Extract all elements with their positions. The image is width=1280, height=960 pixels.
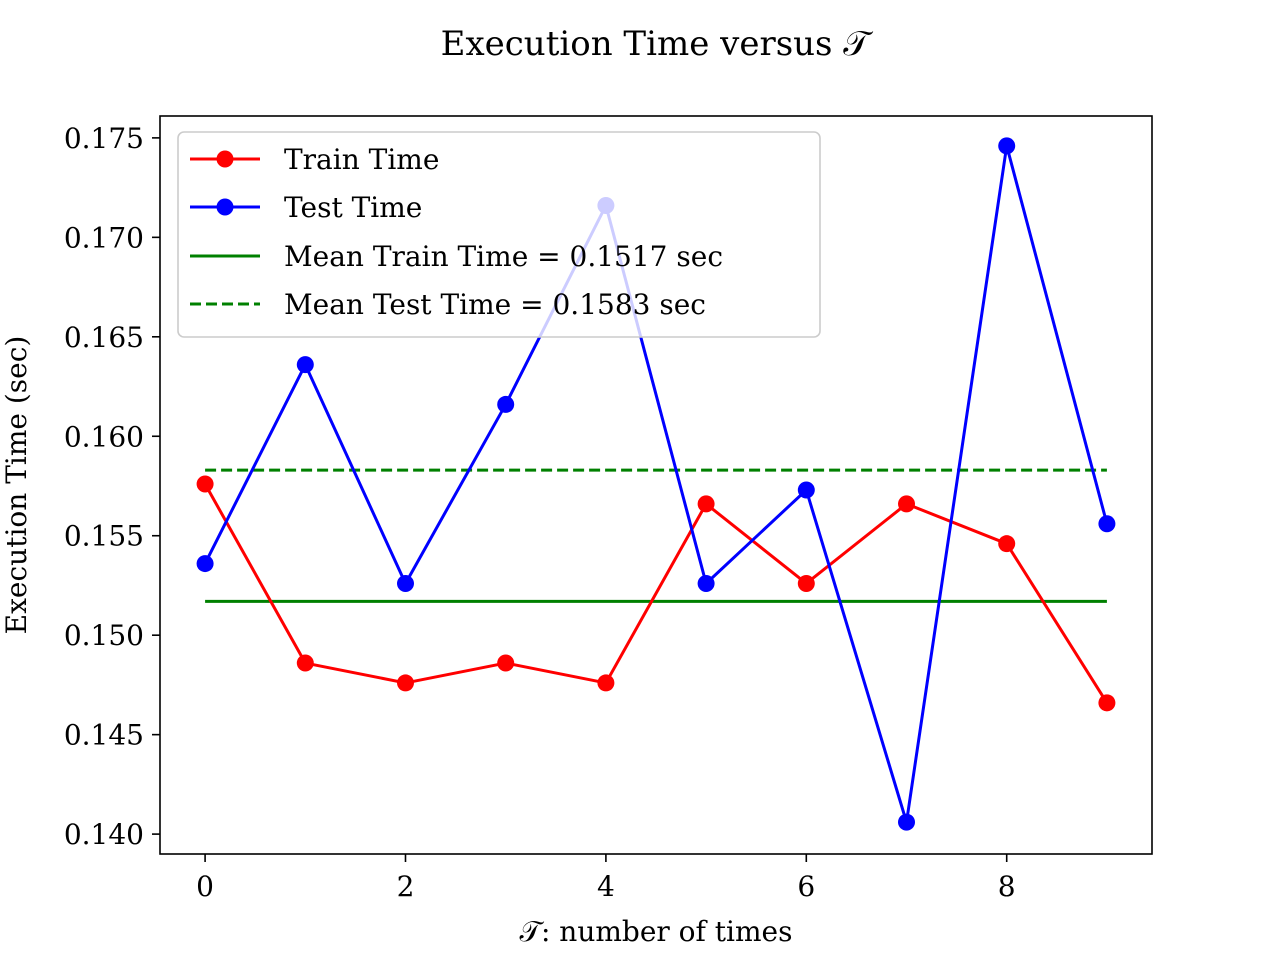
x-tick-label-6: 6: [797, 870, 815, 903]
test-time-point-1: [296, 356, 314, 374]
test-time-point-2: [396, 574, 414, 592]
chart-title: Execution Time versus 𝒯: [441, 24, 874, 64]
plot-lines: [196, 137, 1116, 831]
legend-marker-test-time: [216, 198, 234, 216]
train-time-point-3: [497, 654, 515, 672]
test-time-point-9: [1098, 515, 1116, 533]
train-time-point-4: [597, 674, 615, 692]
train-time-point-8: [998, 535, 1016, 553]
y-axis-ticks: 0.140 0.145 0.150 0.155 0.160 0.165 0.170 0.175: [64, 122, 160, 851]
plot-frame: [159, 115, 1153, 855]
y-axis-label: Execution Time (sec): [0, 336, 33, 635]
x-tick-label-0: 0: [196, 870, 214, 903]
legend-marker-train-time: [216, 150, 234, 168]
train-time-point-1: [296, 654, 314, 672]
y-tick-label-0.170: 0.170: [64, 221, 144, 254]
train-time-point-0: [196, 475, 214, 493]
test-time-point-0: [196, 555, 214, 573]
legend-label-mean-train-time: Mean Train Time = 0.1517 sec: [284, 240, 723, 273]
train-time-point-7: [898, 495, 916, 513]
y-tick-label-0.155: 0.155: [64, 520, 144, 553]
legend-label-train-time: Train Time: [284, 143, 439, 176]
y-tick-label-0.140: 0.140: [64, 818, 144, 851]
y-tick-label-0.175: 0.175: [64, 122, 144, 155]
x-tick-label-8: 8: [998, 870, 1016, 903]
legend-frame: [177, 131, 821, 338]
test-time-point-5: [697, 574, 715, 592]
train-time-point-2: [396, 674, 414, 692]
y-tick-label-0.145: 0.145: [64, 719, 144, 752]
y-tick-label-0.165: 0.165: [64, 321, 144, 354]
test-time-line: [203, 144, 1109, 824]
x-axis-ticks: 0 2 4 6 8: [196, 854, 1016, 903]
legend-label-test-time: Test Time: [284, 191, 422, 224]
train-time-point-5: [697, 495, 715, 513]
legend-label-mean-test-time: Mean Test Time = 0.1583 sec: [284, 288, 706, 321]
x-tick-label-2: 2: [397, 870, 415, 903]
test-time-point-6: [797, 481, 815, 499]
legend: Train Time Test Time Mean Train Time = 0…: [177, 131, 821, 338]
test-time-point-8: [998, 137, 1016, 155]
train-time-point-6: [797, 574, 815, 592]
train-time-line: [203, 483, 1109, 704]
x-tick-label-4: 4: [597, 870, 615, 903]
test-time-point-3: [497, 395, 515, 413]
test-time-point-7: [898, 813, 916, 831]
y-tick-label-0.150: 0.150: [64, 619, 144, 652]
train-time-point-9: [1098, 694, 1116, 712]
y-tick-label-0.160: 0.160: [64, 420, 144, 453]
x-axis-label: 𝒯: number of times: [520, 915, 793, 948]
